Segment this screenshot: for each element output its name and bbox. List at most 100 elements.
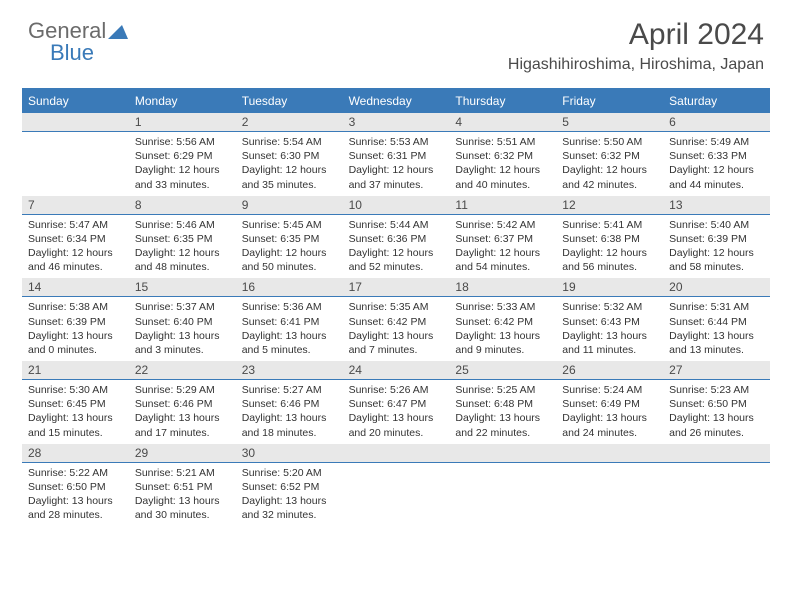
day-line-sr: Sunrise: 5:50 AM (562, 135, 657, 149)
day-content: Sunrise: 5:27 AMSunset: 6:46 PMDaylight:… (236, 380, 343, 444)
day-number: 28 (22, 444, 129, 463)
day-line-sr: Sunrise: 5:26 AM (349, 383, 444, 397)
day-line-d1: Daylight: 12 hours (242, 246, 337, 260)
day-content: Sunrise: 5:37 AMSunset: 6:40 PMDaylight:… (129, 297, 236, 361)
day-number: 16 (236, 278, 343, 297)
day-line-d2: and 11 minutes. (562, 343, 657, 357)
day-line-d1: Daylight: 12 hours (455, 163, 550, 177)
day-line-d2: and 44 minutes. (669, 178, 764, 192)
week-row: 7Sunrise: 5:47 AMSunset: 6:34 PMDaylight… (22, 196, 770, 279)
day-line-sr: Sunrise: 5:53 AM (349, 135, 444, 149)
week-row: 21Sunrise: 5:30 AMSunset: 6:45 PMDayligh… (22, 361, 770, 444)
day-line-d1: Daylight: 13 hours (562, 329, 657, 343)
day-cell: 21Sunrise: 5:30 AMSunset: 6:45 PMDayligh… (22, 361, 129, 444)
day-line-sr: Sunrise: 5:31 AM (669, 300, 764, 314)
day-line-d2: and 15 minutes. (28, 426, 123, 440)
day-line-d2: and 7 minutes. (349, 343, 444, 357)
day-content: Sunrise: 5:30 AMSunset: 6:45 PMDaylight:… (22, 380, 129, 444)
weekday-monday: Monday (129, 90, 236, 113)
day-line-sr: Sunrise: 5:46 AM (135, 218, 230, 232)
day-line-ss: Sunset: 6:39 PM (28, 315, 123, 329)
month-title: April 2024 (508, 18, 764, 52)
day-line-d2: and 18 minutes. (242, 426, 337, 440)
day-cell: 30Sunrise: 5:20 AMSunset: 6:52 PMDayligh… (236, 444, 343, 527)
logo: General Blue (28, 18, 128, 66)
day-cell: 8Sunrise: 5:46 AMSunset: 6:35 PMDaylight… (129, 196, 236, 279)
day-number: 17 (343, 278, 450, 297)
day-line-d1: Daylight: 12 hours (455, 246, 550, 260)
day-line-d2: and 52 minutes. (349, 260, 444, 274)
day-line-sr: Sunrise: 5:25 AM (455, 383, 550, 397)
day-number: 30 (236, 444, 343, 463)
day-line-d2: and 22 minutes. (455, 426, 550, 440)
day-cell: 1Sunrise: 5:56 AMSunset: 6:29 PMDaylight… (129, 113, 236, 196)
logo-text-blue: Blue (28, 40, 94, 66)
location-text: Higashihiroshima, Hiroshima, Japan (508, 56, 764, 74)
day-cell: 15Sunrise: 5:37 AMSunset: 6:40 PMDayligh… (129, 278, 236, 361)
day-cell: 27Sunrise: 5:23 AMSunset: 6:50 PMDayligh… (663, 361, 770, 444)
day-cell: 24Sunrise: 5:26 AMSunset: 6:47 PMDayligh… (343, 361, 450, 444)
empty-day-bar (556, 444, 663, 463)
day-cell: 13Sunrise: 5:40 AMSunset: 6:39 PMDayligh… (663, 196, 770, 279)
day-line-sr: Sunrise: 5:56 AM (135, 135, 230, 149)
day-number: 18 (449, 278, 556, 297)
weeks-container: 1Sunrise: 5:56 AMSunset: 6:29 PMDaylight… (22, 113, 770, 526)
day-line-ss: Sunset: 6:29 PM (135, 149, 230, 163)
day-cell (449, 444, 556, 527)
day-number: 2 (236, 113, 343, 132)
day-line-d1: Daylight: 13 hours (135, 411, 230, 425)
day-content: Sunrise: 5:45 AMSunset: 6:35 PMDaylight:… (236, 215, 343, 279)
day-line-d2: and 3 minutes. (135, 343, 230, 357)
day-line-ss: Sunset: 6:42 PM (455, 315, 550, 329)
day-number: 13 (663, 196, 770, 215)
day-line-sr: Sunrise: 5:54 AM (242, 135, 337, 149)
day-line-d1: Daylight: 13 hours (242, 494, 337, 508)
day-line-d1: Daylight: 12 hours (242, 163, 337, 177)
day-line-d2: and 54 minutes. (455, 260, 550, 274)
day-line-ss: Sunset: 6:37 PM (455, 232, 550, 246)
day-cell: 18Sunrise: 5:33 AMSunset: 6:42 PMDayligh… (449, 278, 556, 361)
day-number: 10 (343, 196, 450, 215)
day-content: Sunrise: 5:22 AMSunset: 6:50 PMDaylight:… (22, 463, 129, 527)
day-line-d2: and 26 minutes. (669, 426, 764, 440)
weekday-sunday: Sunday (22, 90, 129, 113)
day-line-d1: Daylight: 12 hours (562, 163, 657, 177)
day-line-ss: Sunset: 6:44 PM (669, 315, 764, 329)
day-content: Sunrise: 5:29 AMSunset: 6:46 PMDaylight:… (129, 380, 236, 444)
day-line-ss: Sunset: 6:38 PM (562, 232, 657, 246)
day-line-d2: and 20 minutes. (349, 426, 444, 440)
day-line-sr: Sunrise: 5:47 AM (28, 218, 123, 232)
day-line-ss: Sunset: 6:36 PM (349, 232, 444, 246)
day-line-d1: Daylight: 13 hours (349, 411, 444, 425)
day-line-d1: Daylight: 12 hours (669, 246, 764, 260)
day-line-ss: Sunset: 6:50 PM (28, 480, 123, 494)
day-number: 24 (343, 361, 450, 380)
day-line-d1: Daylight: 13 hours (455, 329, 550, 343)
day-line-ss: Sunset: 6:30 PM (242, 149, 337, 163)
week-row: 1Sunrise: 5:56 AMSunset: 6:29 PMDaylight… (22, 113, 770, 196)
day-line-ss: Sunset: 6:39 PM (669, 232, 764, 246)
day-line-ss: Sunset: 6:41 PM (242, 315, 337, 329)
day-line-ss: Sunset: 6:35 PM (135, 232, 230, 246)
day-line-sr: Sunrise: 5:35 AM (349, 300, 444, 314)
day-cell: 11Sunrise: 5:42 AMSunset: 6:37 PMDayligh… (449, 196, 556, 279)
day-line-d1: Daylight: 13 hours (455, 411, 550, 425)
day-content: Sunrise: 5:54 AMSunset: 6:30 PMDaylight:… (236, 132, 343, 196)
day-line-sr: Sunrise: 5:29 AM (135, 383, 230, 397)
day-content: Sunrise: 5:50 AMSunset: 6:32 PMDaylight:… (556, 132, 663, 196)
day-line-d2: and 17 minutes. (135, 426, 230, 440)
logo-triangle-icon (108, 23, 128, 44)
day-content: Sunrise: 5:53 AMSunset: 6:31 PMDaylight:… (343, 132, 450, 196)
day-line-sr: Sunrise: 5:37 AM (135, 300, 230, 314)
day-number: 25 (449, 361, 556, 380)
day-cell: 6Sunrise: 5:49 AMSunset: 6:33 PMDaylight… (663, 113, 770, 196)
day-line-d2: and 0 minutes. (28, 343, 123, 357)
day-line-d1: Daylight: 12 hours (349, 246, 444, 260)
weekday-friday: Friday (556, 90, 663, 113)
day-line-d2: and 35 minutes. (242, 178, 337, 192)
day-line-d1: Daylight: 13 hours (669, 329, 764, 343)
day-line-ss: Sunset: 6:48 PM (455, 397, 550, 411)
day-content: Sunrise: 5:36 AMSunset: 6:41 PMDaylight:… (236, 297, 343, 361)
day-line-d1: Daylight: 13 hours (669, 411, 764, 425)
day-number: 9 (236, 196, 343, 215)
